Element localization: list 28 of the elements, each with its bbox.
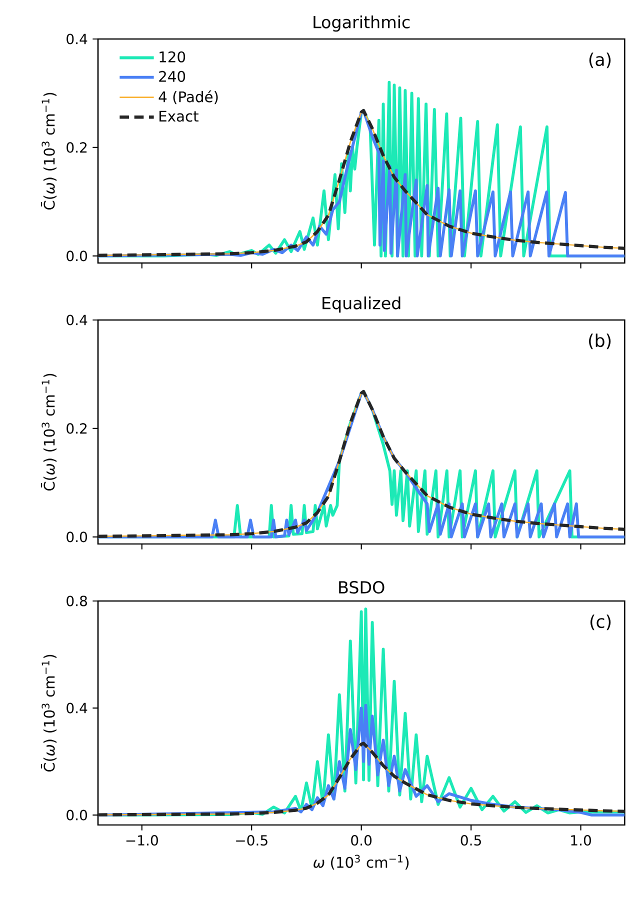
- x-tick-label: 1.0: [571, 835, 591, 846]
- chart-title: Logarithmic: [314, 15, 410, 32]
- legend-label: Exact: [160, 110, 198, 122]
- y-tick-label: 0.4: [66, 34, 88, 44]
- y-tick-label: 0.4: [66, 314, 88, 326]
- x-tick-label: −0.5: [236, 835, 268, 846]
- y-tick-label: 0.2: [66, 142, 87, 153]
- annotation: (c): [590, 614, 611, 630]
- x-tick-label: 0.5: [460, 835, 481, 846]
- chart-title: BSDO: [339, 581, 384, 594]
- x-tick-label: −1.0: [126, 835, 158, 846]
- x-axis-title: ω (10$^{3}$ cm$^{−1}$): [314, 854, 409, 870]
- x-tick-label: 0.0: [351, 835, 372, 846]
- y-tick-label: 0.0: [66, 532, 88, 542]
- y-axis-title: C̄(ω) (10$^{3}$ cm$^{−1}$): [41, 374, 57, 491]
- y-tick-label: 0.4: [66, 702, 88, 714]
- y-axis-title: C̄(ω) (10$^{3}$ cm$^{−1}$): [41, 654, 57, 772]
- y-tick-label: 0.0: [66, 250, 88, 262]
- legend-label: 120: [160, 51, 186, 62]
- y-tick-label: 0.8: [66, 596, 87, 606]
- legend-label: 240: [159, 70, 186, 82]
- y-axis-title: C̄(ω) (10$^{3}$ cm$^{−1}$): [41, 92, 57, 210]
- chart-title: Equalized: [322, 296, 400, 313]
- y-tick-label: 0.0: [66, 810, 88, 820]
- annotation: (a): [589, 52, 611, 68]
- y-tick-label: 0.2: [66, 423, 87, 434]
- legend-label: 4 (Padé): [158, 90, 218, 104]
- annotation: (b): [589, 334, 611, 350]
